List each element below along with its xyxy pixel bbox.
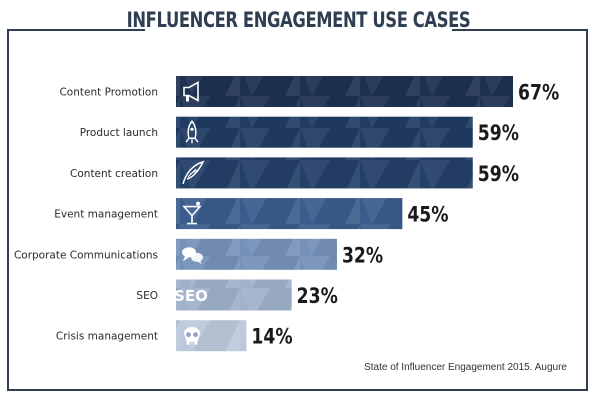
bar-texture xyxy=(176,198,403,230)
rocket-icon xyxy=(185,120,199,144)
bar-row: Content creation 59% xyxy=(70,157,519,189)
bar-texture xyxy=(176,157,473,189)
bar-texture xyxy=(176,279,292,311)
chart-title: INFLUENCER ENGAGEMENT USE CASES xyxy=(126,8,471,32)
bar-row: Event management 45% xyxy=(54,198,449,230)
quill-icon xyxy=(182,160,205,185)
value-label: 67% xyxy=(518,80,559,105)
seo-icon-text: SEO xyxy=(174,287,208,305)
value-label: 23% xyxy=(297,283,338,308)
bar-texture xyxy=(176,238,337,270)
bar-row: Content Promotion 67% xyxy=(59,76,559,107)
source-note: State of Influencer Engagement 2015. Aug… xyxy=(364,362,567,373)
value-label: 14% xyxy=(251,324,292,349)
category-label: SEO xyxy=(136,290,158,302)
category-label: Crisis management xyxy=(56,331,158,343)
value-label: 45% xyxy=(407,202,448,227)
bar-row: Crisis management 14% xyxy=(56,320,293,352)
category-label: Content Promotion xyxy=(59,87,158,99)
category-label: Corporate Communications xyxy=(14,249,158,261)
value-label: 32% xyxy=(342,243,383,268)
category-label: Content creation xyxy=(70,168,158,180)
bar-row: Corporate Communications 32% xyxy=(14,238,383,270)
value-label: 59% xyxy=(478,121,519,146)
bar-row: SEO SEO 23% xyxy=(136,279,338,311)
skull-icon xyxy=(184,326,200,345)
cocktail-icon xyxy=(182,201,202,225)
seo-text-icon: SEO xyxy=(174,287,208,305)
category-label: Product launch xyxy=(80,127,158,139)
bar-texture xyxy=(176,76,514,107)
megaphone-icon xyxy=(183,81,199,102)
title-backdrop xyxy=(145,16,452,42)
value-label: 59% xyxy=(478,161,519,186)
bar-row: Product launch 59% xyxy=(80,116,519,148)
category-label: Event management xyxy=(54,209,158,221)
speech-bubbles-icon xyxy=(182,247,203,265)
bar-texture xyxy=(176,116,473,148)
